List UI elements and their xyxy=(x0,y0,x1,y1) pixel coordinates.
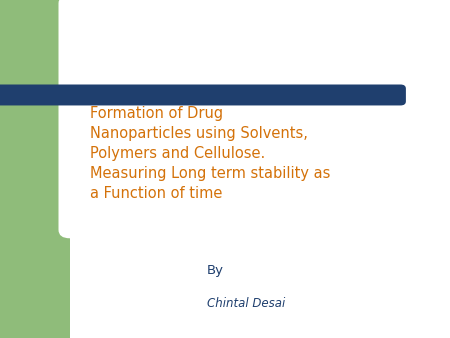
Text: Formation of Drug
Nanoparticles using Solvents,
Polymers and Cellulose.
Measurin: Formation of Drug Nanoparticles using So… xyxy=(90,106,330,201)
Text: Chintal Desai: Chintal Desai xyxy=(207,297,285,310)
Bar xyxy=(70,91,450,338)
Text: By: By xyxy=(207,264,224,276)
FancyBboxPatch shape xyxy=(0,84,406,105)
FancyBboxPatch shape xyxy=(58,0,450,238)
